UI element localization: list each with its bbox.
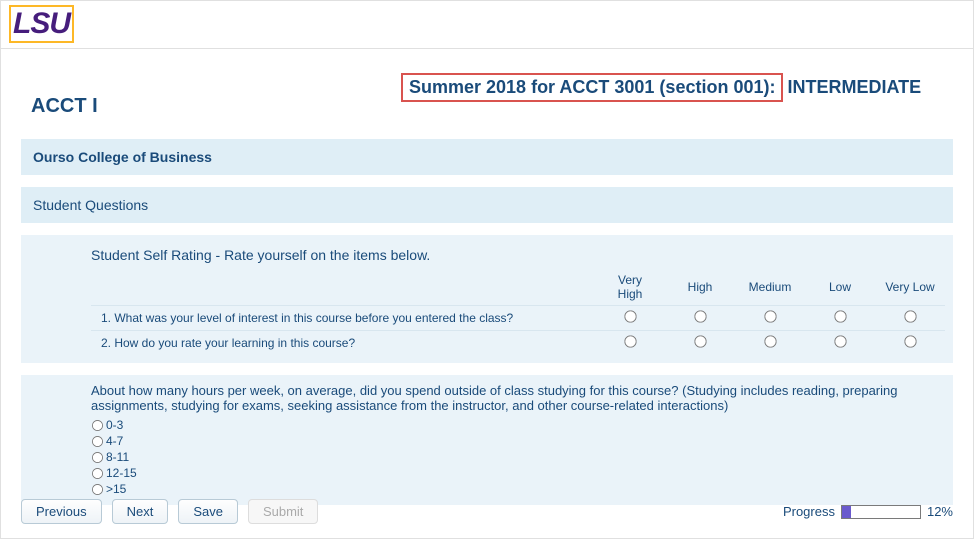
course-title-wrap: Summer 2018 for ACCT 3001 (section 001):…: [401, 73, 921, 102]
progress-label: Progress: [783, 504, 835, 519]
rating-row: 2. How do you rate your learning in this…: [91, 331, 945, 356]
rating-radio[interactable]: [694, 335, 706, 347]
footer: Previous Next Save Submit Progress 12%: [21, 499, 953, 524]
hours-radio[interactable]: [92, 420, 103, 431]
rating-radio[interactable]: [904, 335, 916, 347]
rating-col-header: Low: [805, 269, 875, 306]
rating-col-header: High: [665, 269, 735, 306]
hours-question: About how many hours per week, on averag…: [91, 383, 945, 413]
course-title-suffix: INTERMEDIATE: [787, 77, 921, 98]
rating-col-header: Medium: [735, 269, 805, 306]
progress-fill: [842, 506, 851, 518]
rating-radio[interactable]: [624, 310, 636, 322]
hours-option-label: 12-15: [106, 466, 137, 480]
submit-button: Submit: [248, 499, 318, 524]
rating-radio[interactable]: [694, 310, 706, 322]
progress: Progress 12%: [783, 504, 953, 519]
hours-option[interactable]: 12-15: [91, 465, 945, 481]
rating-row: 1. What was your level of interest in th…: [91, 306, 945, 331]
rating-radio[interactable]: [764, 335, 776, 347]
rating-block: Student Self Rating - Rate yourself on t…: [21, 235, 953, 363]
hours-option-label: 4-7: [106, 434, 123, 448]
college-band: Ourso College of Business: [21, 139, 953, 175]
page: LSU ACCT I Summer 2018 for ACCT 3001 (se…: [0, 0, 974, 539]
course-short-title: ACCT I: [31, 95, 98, 118]
hours-block: About how many hours per week, on averag…: [21, 375, 953, 505]
next-button[interactable]: Next: [112, 499, 169, 524]
rating-col-header: Very High: [595, 269, 665, 306]
rating-question: 1. What was your level of interest in th…: [91, 306, 595, 331]
previous-button[interactable]: Previous: [21, 499, 102, 524]
rating-table: Very High High Medium Low Very Low 1. Wh…: [91, 269, 945, 355]
questions-band: Student Questions: [21, 187, 953, 223]
lsu-logo: LSU: [9, 5, 74, 43]
content: ACCT I Summer 2018 for ACCT 3001 (sectio…: [1, 77, 973, 505]
rating-radio[interactable]: [904, 310, 916, 322]
hours-option[interactable]: 8-11: [91, 449, 945, 465]
hours-option-label: 8-11: [106, 450, 129, 464]
rating-radio[interactable]: [834, 310, 846, 322]
save-button[interactable]: Save: [178, 499, 238, 524]
hours-options: 0-3 4-7 8-11 12-15 >15: [91, 417, 945, 497]
header: LSU: [1, 1, 973, 49]
rating-title: Student Self Rating - Rate yourself on t…: [91, 243, 945, 269]
course-title-highlight: Summer 2018 for ACCT 3001 (section 001):: [401, 73, 783, 102]
title-row: ACCT I Summer 2018 for ACCT 3001 (sectio…: [21, 77, 953, 127]
hours-radio[interactable]: [92, 484, 103, 495]
rating-radio[interactable]: [624, 335, 636, 347]
hours-option-label: 0-3: [106, 418, 123, 432]
rating-question: 2. How do you rate your learning in this…: [91, 331, 595, 356]
progress-percent: 12%: [927, 504, 953, 519]
hours-radio[interactable]: [92, 468, 103, 479]
rating-radio[interactable]: [834, 335, 846, 347]
hours-radio[interactable]: [92, 436, 103, 447]
rating-radio[interactable]: [764, 310, 776, 322]
rating-col-header: Very Low: [875, 269, 945, 306]
hours-option[interactable]: 4-7: [91, 433, 945, 449]
hours-radio[interactable]: [92, 452, 103, 463]
lsu-logo-text: LSU: [13, 7, 70, 40]
hours-option[interactable]: 0-3: [91, 417, 945, 433]
hours-option[interactable]: >15: [91, 481, 945, 497]
progress-bar: [841, 505, 921, 519]
hours-option-label: >15: [106, 482, 126, 496]
